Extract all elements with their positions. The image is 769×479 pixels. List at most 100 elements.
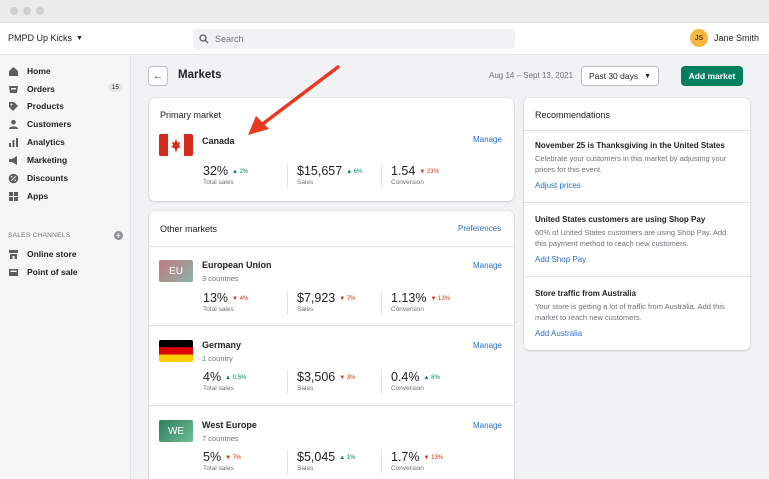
market-name[interactable]: Germany: [202, 340, 242, 350]
stat-change: ▲ 8%: [423, 375, 440, 381]
stat-value: $7,923: [297, 291, 336, 305]
sidebar-item-point-of-sale[interactable]: Point of sale: [8, 264, 123, 280]
sidebar-item-label: Orders: [27, 84, 55, 94]
stat-label: Conversion: [391, 306, 424, 313]
stat-label: Conversion: [391, 385, 424, 392]
sidebar-item-orders[interactable]: Orders 15: [8, 81, 123, 97]
sidebar-item-discounts[interactable]: Discounts: [8, 170, 123, 186]
stat-conversion: 1.7% ▼ 13% Conversion: [391, 450, 443, 476]
store-name: PMPD Up Kicks: [8, 33, 73, 43]
recommendation-title: Store traffic from Australia: [535, 289, 637, 298]
preferences-link[interactable]: Preferences: [458, 224, 502, 233]
manage-canada-link[interactable]: Manage: [473, 135, 502, 144]
germany-flag-icon: [159, 340, 193, 362]
chevron-down-icon: ▼: [76, 34, 83, 42]
stat-value: 1.13%: [391, 291, 427, 305]
bar-chart-icon: [8, 137, 19, 148]
recommendation-title: November 25 is Thanksgiving in the Unite…: [535, 141, 725, 150]
eu-market-icon: EU: [159, 260, 193, 282]
other-markets-heading: Other markets: [160, 224, 218, 234]
divider: [149, 246, 514, 247]
store-icon: [8, 249, 19, 260]
sidebar-item-label: Apps: [27, 191, 49, 201]
period-select[interactable]: Past 30 days ▼: [581, 66, 659, 86]
search-icon: [199, 34, 209, 44]
sidebar-item-products[interactable]: Products: [8, 98, 123, 114]
sidebar: Home Orders 15 Products Customers Analyt…: [0, 56, 131, 479]
stat-change: ▼ 4%: [232, 296, 249, 302]
sidebar-item-online-store[interactable]: Online store: [8, 246, 123, 262]
person-icon: [8, 119, 19, 130]
stat-conversion: 0.4% ▲ 8% Conversion: [391, 370, 440, 396]
page-title: Markets: [178, 69, 222, 81]
date-range-text: Aug 14 – Sept 13, 2021: [489, 71, 574, 80]
add-market-button[interactable]: Add market: [681, 66, 743, 86]
stat-label: Conversion: [391, 179, 424, 186]
divider: [287, 291, 288, 315]
add-australia-link[interactable]: Add Australia: [535, 329, 583, 338]
recommendation-title: United States customers are using Shop P…: [535, 215, 706, 224]
period-select-value: Past 30 days: [588, 71, 639, 81]
add-sales-channel-icon[interactable]: +: [114, 231, 123, 240]
sales-channels-label: SALES CHANNELS: [8, 232, 71, 239]
market-name[interactable]: Canada: [202, 136, 235, 146]
search-input[interactable]: [215, 34, 495, 44]
manage-eu-link[interactable]: Manage: [473, 261, 502, 270]
back-button[interactable]: ←: [148, 66, 168, 86]
stat-conversion: 1.13% ▼ 13% Conversion: [391, 291, 450, 317]
orders-count-badge: 15: [107, 83, 123, 92]
discount-icon: [8, 173, 19, 184]
stat-change: ▼ 13%: [430, 296, 451, 302]
sidebar-item-marketing[interactable]: Marketing: [8, 152, 123, 168]
stat-change: ▲ 2%: [232, 169, 249, 175]
divider: [287, 450, 288, 474]
market-country-count: 3 countries: [202, 274, 239, 283]
stat-label: Total sales: [203, 306, 234, 313]
sidebar-item-apps[interactable]: Apps: [8, 188, 123, 204]
stat-value: 1.54: [391, 164, 416, 178]
store-switcher[interactable]: PMPD Up Kicks ▼: [8, 33, 83, 43]
stat-value: $3,506: [297, 370, 336, 384]
canada-flag-icon: [159, 134, 193, 156]
adjust-prices-link[interactable]: Adjust prices: [535, 181, 581, 190]
stat-change: ▼ 3%: [339, 375, 356, 381]
minimize-window-button[interactable]: [23, 7, 31, 15]
sidebar-item-analytics[interactable]: Analytics: [8, 134, 123, 150]
user-name: Jane Smith: [713, 33, 759, 43]
close-window-button[interactable]: [10, 7, 18, 15]
stat-label: Conversion: [391, 465, 424, 472]
add-shop-pay-link[interactable]: Add Shop Pay: [535, 255, 587, 264]
divider: [381, 370, 382, 394]
primary-market-card: Primary market Canada Manage 32% ▲ 2% Tot…: [149, 98, 514, 201]
divider: [149, 325, 514, 326]
sidebar-item-label: Discounts: [27, 173, 69, 183]
stat-sales: $5,045 ▲ 1% Sales: [297, 450, 356, 476]
maximize-window-button[interactable]: [36, 7, 44, 15]
sidebar-item-label: Products: [27, 101, 64, 111]
sidebar-item-customers[interactable]: Customers: [8, 116, 123, 132]
sidebar-item-label: Customers: [27, 119, 72, 129]
stat-value: $5,045: [297, 450, 336, 464]
stat-total-sales: 13% ▼ 4% Total sales: [203, 291, 248, 317]
stat-change: ▼ 7%: [225, 455, 242, 461]
search-bar[interactable]: [193, 29, 515, 49]
stat-label: Sales: [297, 385, 314, 392]
market-name[interactable]: European Union: [202, 260, 272, 270]
sidebar-item-home[interactable]: Home: [8, 63, 123, 79]
orders-icon: [8, 84, 19, 95]
stat-value: 1.7%: [391, 450, 420, 464]
west-europe-market-icon: WE: [159, 420, 193, 442]
manage-germany-link[interactable]: Manage: [473, 341, 502, 350]
user-menu[interactable]: JS Jane Smith: [689, 29, 759, 47]
market-name[interactable]: West Europe: [202, 420, 257, 430]
sales-channels-header: SALES CHANNELS +: [8, 231, 123, 240]
stat-change: ▲ 0.5%: [225, 375, 247, 381]
stat-value: 4%: [203, 370, 222, 384]
chevron-down-icon: ▼: [644, 72, 652, 80]
divider: [381, 164, 382, 188]
sidebar-item-label: Marketing: [27, 155, 68, 165]
window-titlebar: [0, 0, 769, 23]
manage-west-europe-link[interactable]: Manage: [473, 421, 502, 430]
stat-change: ▲ 6%: [346, 169, 363, 175]
stat-label: Total sales: [203, 179, 234, 186]
